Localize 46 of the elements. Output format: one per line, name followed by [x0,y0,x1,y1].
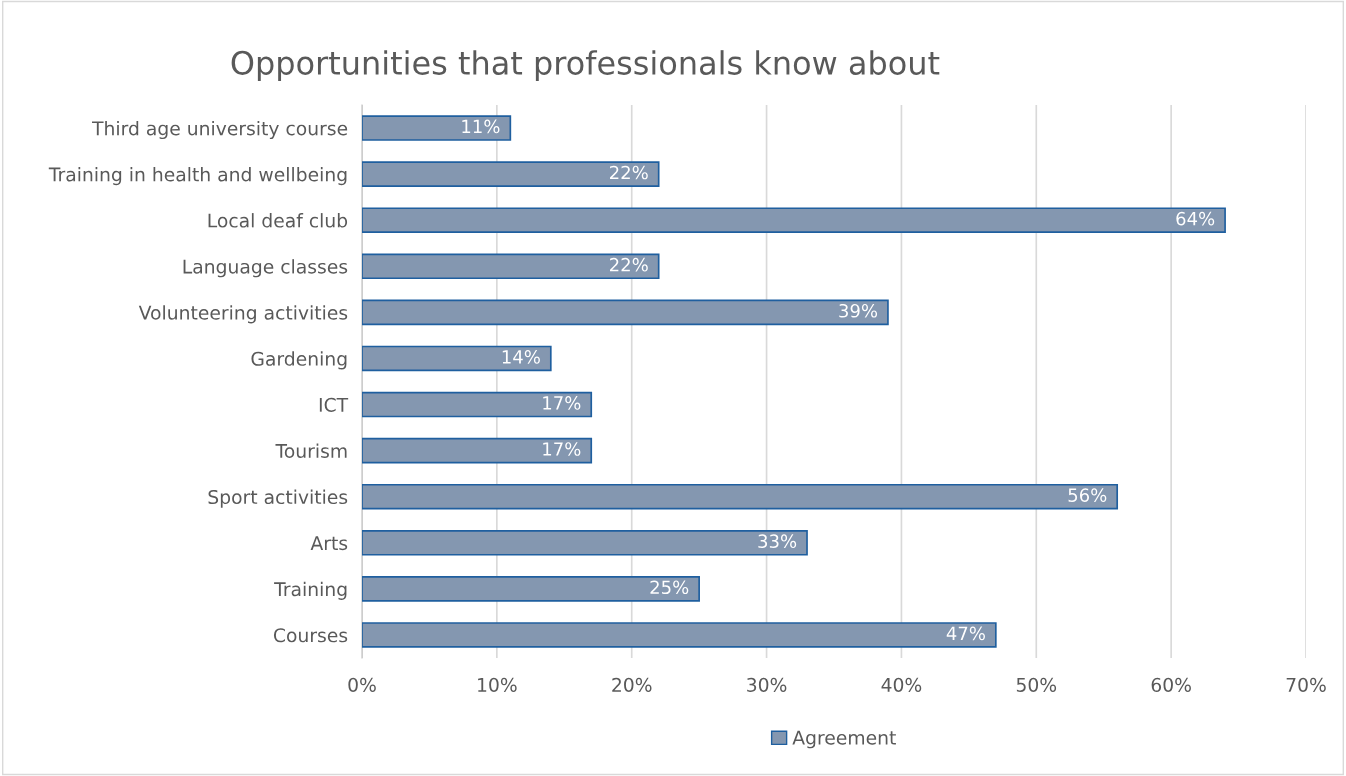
y-tick-label: Local deaf club [208,213,348,228]
data-label: 17% [543,396,581,410]
data-label: 25% [650,580,689,595]
data-label: 33% [758,534,797,549]
bar [362,253,660,280]
x-tick-label: 50% [1016,677,1057,692]
bar [362,391,593,418]
y-tick-label: Sport activities [208,489,348,508]
bar [362,622,997,648]
y-tick-label: Courses [273,628,348,643]
data-label: 22% [610,165,648,180]
bar [362,115,512,141]
y-tick-label: Language classes [183,259,348,278]
data-label: 47% [946,626,985,641]
data-label: 11% [462,119,500,134]
bar [362,529,808,556]
y-tick-label: Gardening [251,351,347,370]
data-label: 64% [1176,211,1215,226]
bar [362,207,1226,234]
bar [362,576,700,602]
y-tick-label: Arts [310,536,348,551]
x-tick-label: 70% [1286,677,1326,692]
x-tick-label: 20% [612,677,652,692]
bar [362,161,660,187]
bar [362,437,593,464]
chart-title: Opportunities that professionals know about [231,50,940,82]
y-tick-label: Third age university course [92,120,348,140]
x-tick-label: 10% [478,677,517,692]
x-tick-label: 40% [881,677,922,692]
y-tick-label: Tourism [275,443,347,459]
data-label: 56% [1068,488,1107,502]
x-tick-label: 30% [747,677,787,692]
data-label: 14% [502,350,540,364]
y-tick-label: ICT [319,397,349,412]
bar [362,345,552,372]
data-label: 22% [610,257,648,272]
y-tick-label: Volunteering activities [138,305,348,324]
data-label: 39% [839,303,878,318]
x-tick-label: 0% [348,677,376,692]
x-tick-label: 60% [1151,677,1191,692]
data-label: 17% [543,442,581,456]
bar [362,483,1119,510]
y-tick-label: Training in health and wellbeing [48,167,347,186]
y-tick-label: Training [274,581,347,600]
legend-label: Agreement [792,730,896,749]
bar [362,299,889,326]
